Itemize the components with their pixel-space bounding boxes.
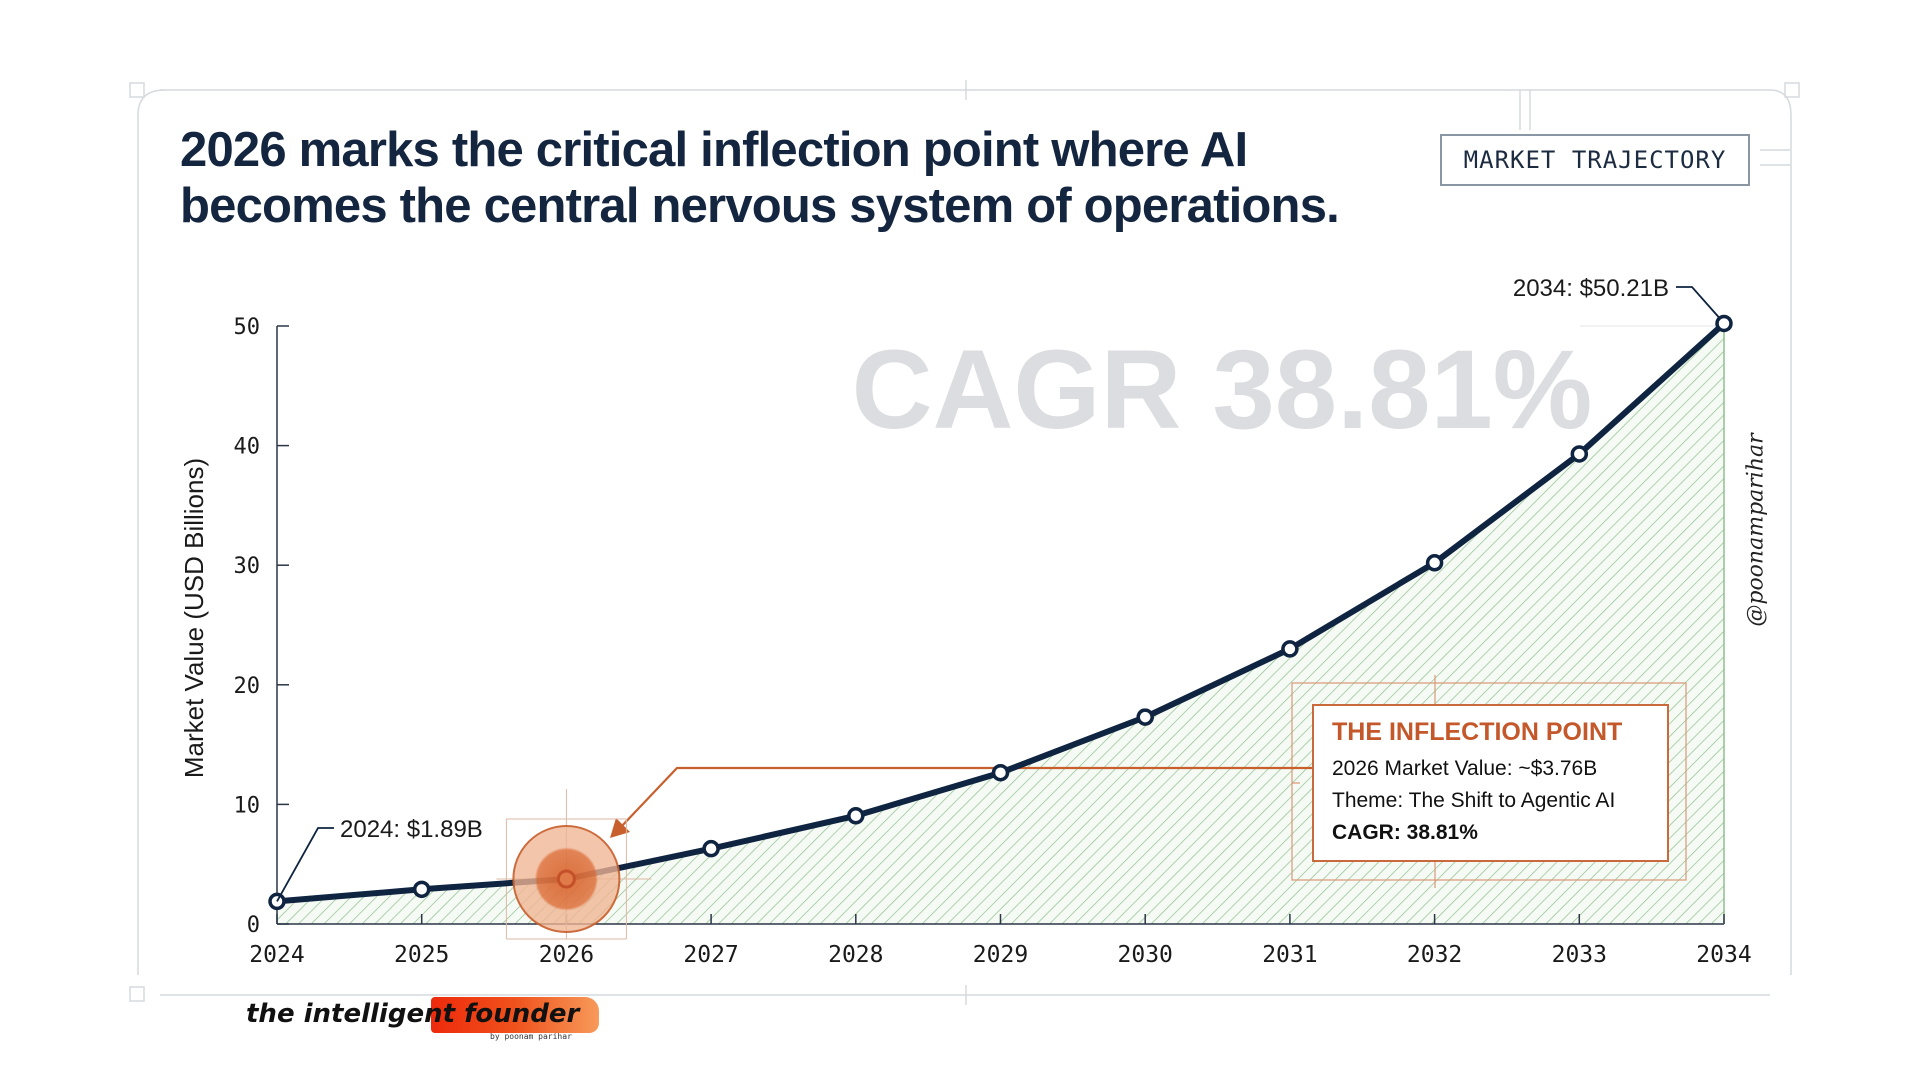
data-point <box>1136 708 1154 726</box>
data-point <box>412 880 431 899</box>
y-tick-label: 0 <box>247 913 260 938</box>
callout-heading: THE INFLECTION POINT <box>1332 718 1623 746</box>
y-tick-label: 10 <box>234 793 261 818</box>
title-line-1: 2026 marks the critical inflection point… <box>180 123 1248 177</box>
start-value-label: 2024: $1.89B <box>340 816 483 843</box>
data-point <box>1425 554 1444 572</box>
x-tick-label: 2027 <box>683 942 738 968</box>
inflection-point-callout: THE INFLECTION POINT 2026 Market Value: … <box>1312 704 1669 862</box>
x-tick-label: 2025 <box>394 942 449 968</box>
data-point <box>702 839 720 858</box>
callout-theme: Theme: The Shift to Agentic AI <box>1332 789 1616 812</box>
callout-arrow-line <box>619 766 1312 829</box>
end-value-label: 2034: $50.21B <box>1513 275 1669 302</box>
data-point-highlight <box>556 869 576 889</box>
x-tick-label: 2029 <box>973 942 1028 968</box>
author-handle: @poonamparihar <box>1743 433 1769 627</box>
data-point <box>1715 314 1733 333</box>
callout-cagr: CAGR: 38.81% <box>1332 821 1478 844</box>
y-tick-label: 30 <box>234 554 261 579</box>
y-axis-label: Market Value (USD Billions) <box>179 458 209 778</box>
market-trajectory-badge: MARKET TRAJECTORY <box>1440 134 1750 186</box>
data-point <box>991 763 1010 782</box>
x-tick-label: 2026 <box>539 942 594 968</box>
start-leader-line <box>276 827 334 902</box>
x-tick-label: 2028 <box>828 942 883 968</box>
x-tick-label: 2031 <box>1262 942 1317 968</box>
x-tick-label: 2034 <box>1696 942 1751 968</box>
arrow-head-icon <box>610 818 630 838</box>
callout-market-value: 2026 Market Value: ~$3.76B <box>1332 757 1598 780</box>
page-title: 2026 marks the critical inflection point… <box>180 122 1340 234</box>
logo-byline: by poonam parihar <box>490 1032 572 1041</box>
x-tick-label: 2032 <box>1407 942 1462 968</box>
data-point <box>1281 640 1299 658</box>
brush-stroke <box>431 997 599 1033</box>
x-tick-label: 2033 <box>1552 942 1607 968</box>
blueprint-frame <box>129 80 1800 1005</box>
x-tick-label: 2024 <box>249 942 304 968</box>
y-tick-label: 40 <box>234 435 261 460</box>
y-tick-label: 20 <box>234 674 261 699</box>
data-point <box>847 807 865 825</box>
x-tick-label: 2030 <box>1118 942 1173 968</box>
data-point <box>1570 445 1589 463</box>
brand-logo: the intelligent founder by poonam pariha… <box>246 995 606 1043</box>
logo-name: the intelligent founder <box>246 999 580 1029</box>
end-leader-line <box>1676 286 1720 319</box>
title-line-2: becomes the central nervous system of op… <box>180 179 1340 233</box>
cagr-watermark: CAGR 38.81% <box>852 327 1593 452</box>
y-tick-label: 50 <box>234 315 261 340</box>
